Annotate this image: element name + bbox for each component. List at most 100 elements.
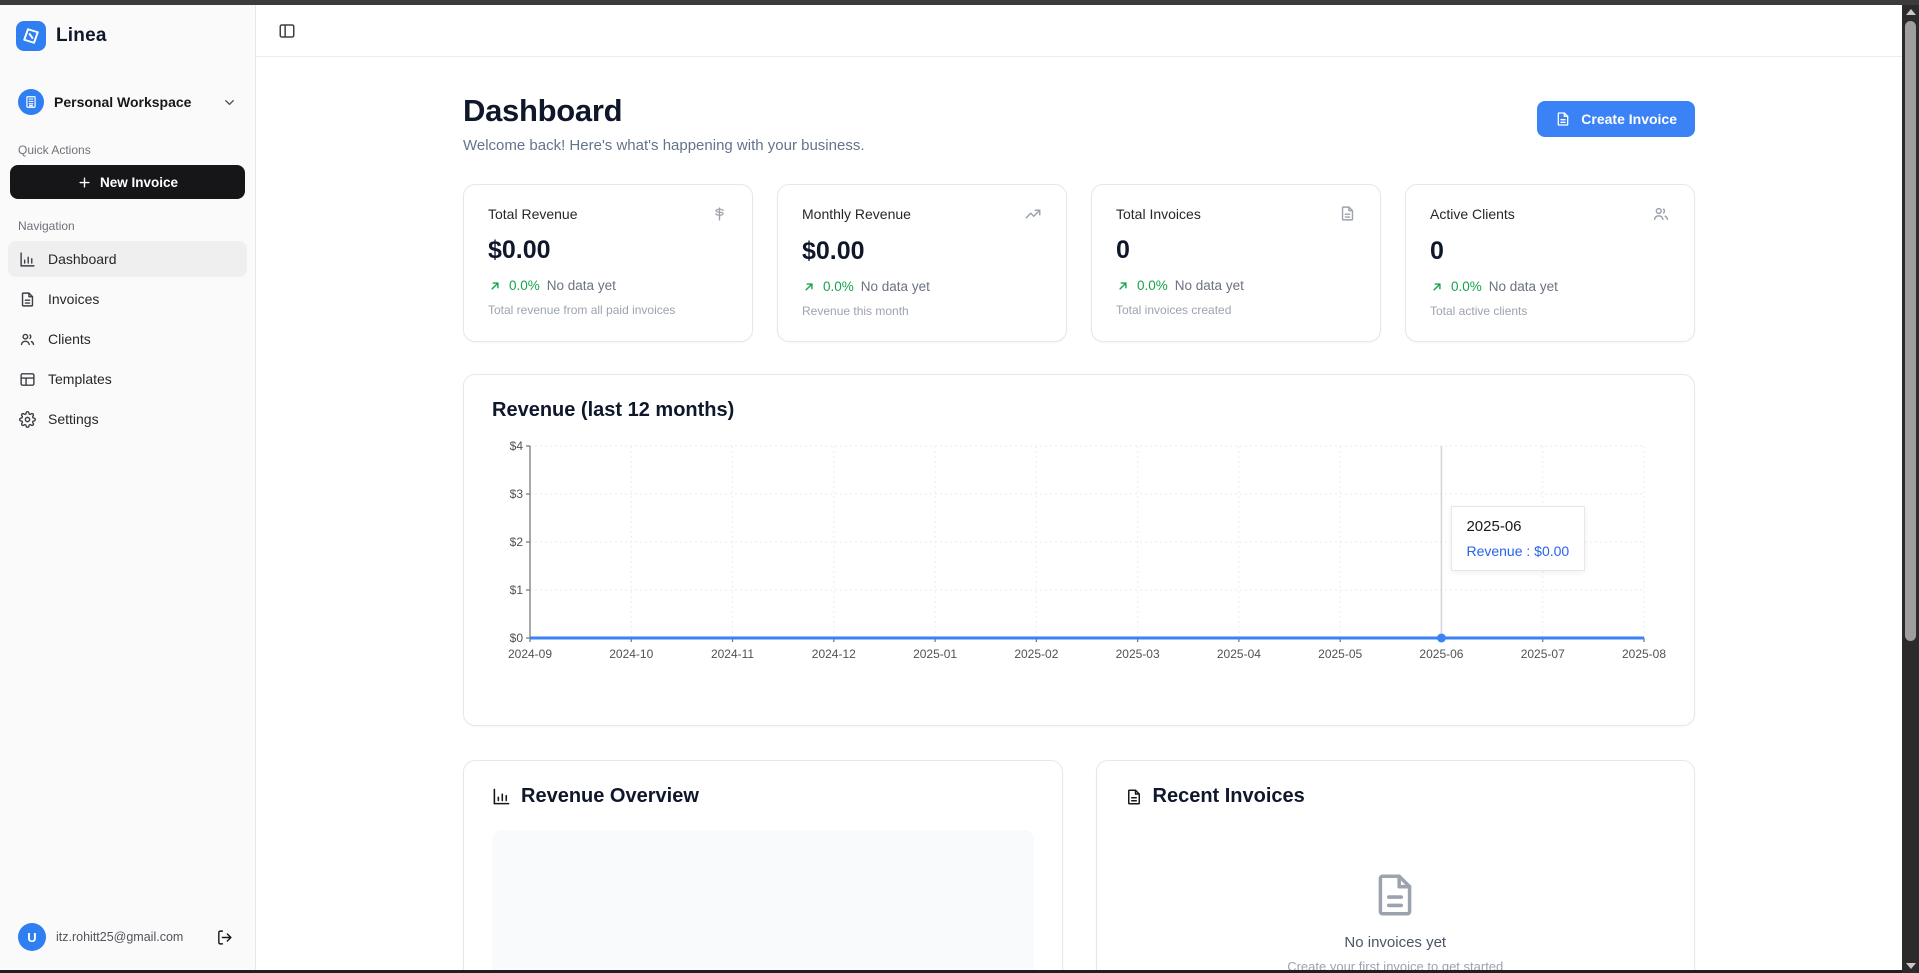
stat-description: Total active clients [1430,304,1528,318]
brand-name: Linea [56,25,107,46]
svg-text:2025-07: 2025-07 [1521,647,1565,661]
trending-up-icon [1024,205,1042,223]
svg-text:2024-12: 2024-12 [812,647,856,661]
stat-title: Active Clients [1430,206,1515,222]
building-icon [18,89,44,115]
stat-value: $0.00 [802,237,865,265]
sidebar-item-label: Settings [48,411,99,427]
file-text-icon [18,290,36,308]
user-account: U itz.rohitt25@gmail.com [8,915,247,959]
workspace-name: Personal Workspace [54,94,192,110]
stat-card-active-clients: Active Clients 0 0.0% No data yet [1405,184,1695,342]
stat-description: Revenue this month [802,304,909,318]
arrow-up-right-icon [1116,279,1130,293]
new-invoice-button[interactable]: New Invoice [10,165,245,199]
topbar [256,5,1902,57]
user-email: itz.rohitt25@gmail.com [56,930,184,944]
users-icon [18,330,36,348]
stat-card-total-revenue: Total Revenue $0.00 0.0% No data yet [463,184,753,342]
scroll-down-arrow[interactable] [1902,959,1919,973]
nav-menu: Dashboard Invoices Clients Templates [8,241,247,437]
bar-chart-icon [18,250,36,268]
create-invoice-button[interactable]: Create Invoice [1537,101,1695,137]
gear-icon [18,410,36,428]
stat-description: Total revenue from all paid invoices [488,303,676,317]
sidebar-item-dashboard[interactable]: Dashboard [8,241,247,277]
sidebar-item-label: Dashboard [48,251,117,267]
tooltip-month: 2025-06 [1466,518,1522,535]
svg-text:2025-04: 2025-04 [1217,647,1261,661]
svg-text:2025-08: 2025-08 [1622,647,1666,661]
arrow-up-right-icon [1430,280,1444,294]
stat-title: Total Invoices [1116,205,1201,222]
stats-row: Total Revenue $0.00 0.0% No data yet [463,184,1695,342]
file-text-icon [1125,788,1143,806]
stat-description: Total invoices created [1116,303,1232,317]
layout-icon [18,370,36,388]
svg-text:2025-03: 2025-03 [1116,647,1160,661]
create-invoice-label: Create Invoice [1581,111,1677,127]
stat-trend-pct: 0.0% [1451,279,1482,294]
arrow-up-right-icon [488,279,502,293]
stat-trend-note: No data yet [1488,279,1558,294]
chart-tooltip: 2025-06 Revenue : $0.00 [1451,506,1586,571]
arrow-up-right-icon [802,280,816,294]
svg-text:2024-10: 2024-10 [609,647,653,661]
stat-value: 0 [1116,236,1130,264]
stat-title: Monthly Revenue [802,206,911,222]
stat-title: Total Revenue [488,205,578,222]
svg-text:2025-02: 2025-02 [1014,647,1058,661]
page-content: Dashboard Welcome back! Here's what's ha… [256,57,1902,973]
file-text-icon [1339,205,1356,222]
chart-title: Revenue (last 12 months) [492,399,735,421]
avatar: U [18,923,46,951]
revenue-overview-card: Revenue Overview [463,760,1063,973]
bar-chart-icon [492,787,511,806]
revenue-line-chart[interactable]: $4 $3 $2 $1 $0 2024-09 2024-10 2024-11 2024-12 20… [492,436,1666,693]
sidebar-item-templates[interactable]: Templates [8,361,247,397]
svg-text:2025-06: 2025-06 [1419,647,1463,661]
svg-text:$2: $2 [510,535,524,549]
app-root: Linea Personal Workspace Quick Actions N… [0,5,1902,973]
scrollbar-thumb[interactable] [1905,21,1916,641]
svg-text:2025-01: 2025-01 [913,647,957,661]
brand: Linea [8,17,247,65]
revenue-overview-placeholder [492,830,1034,973]
svg-text:2024-09: 2024-09 [508,647,552,661]
recent-invoices-card: Recent Invoices No invoices yet Create y… [1095,760,1695,973]
sidebar: Linea Personal Workspace Quick Actions N… [0,5,256,973]
sidebar-item-clients[interactable]: Clients [8,321,247,357]
scroll-up-arrow[interactable] [1902,5,1919,19]
linea-logo-icon [16,21,46,51]
sidebar-item-label: Invoices [48,291,100,307]
workspace-switcher[interactable]: Personal Workspace [8,81,247,123]
svg-text:$0: $0 [510,631,524,645]
logout-button[interactable] [212,925,237,950]
stat-card-monthly-revenue: Monthly Revenue $0.00 0.0% No data yet [777,184,1067,342]
stat-value: 0 [1430,237,1444,265]
browser-scrollbar[interactable] [1902,5,1919,973]
stat-trend-pct: 0.0% [1137,278,1168,293]
stat-card-total-invoices: Total Invoices 0 0.0% No data yet [1091,184,1381,342]
stat-trend-note: No data yet [1174,278,1244,293]
main-area: Dashboard Welcome back! Here's what's ha… [256,5,1902,973]
panel-left-icon [278,22,296,40]
logout-icon [216,929,233,946]
sidebar-item-label: Templates [48,371,112,387]
plus-icon [77,175,92,190]
users-icon [1652,205,1670,223]
svg-text:$4: $4 [510,439,524,453]
empty-state-title: No invoices yet [1344,934,1447,951]
invoices-empty-state: No invoices yet Create your first invoic… [1125,870,1667,973]
sidebar-item-settings[interactable]: Settings [8,401,247,437]
window-bottom-edge [0,970,1919,973]
stat-trend-note: No data yet [860,279,930,294]
file-text-icon [1370,870,1420,920]
quick-actions-label: Quick Actions [18,143,91,157]
sidebar-toggle-button[interactable] [274,18,300,44]
stat-value: $0.00 [488,236,551,264]
sidebar-item-invoices[interactable]: Invoices [8,281,247,317]
window-top-edge [0,0,1919,5]
file-text-icon [1555,111,1571,127]
chevron-down-icon [222,95,237,110]
